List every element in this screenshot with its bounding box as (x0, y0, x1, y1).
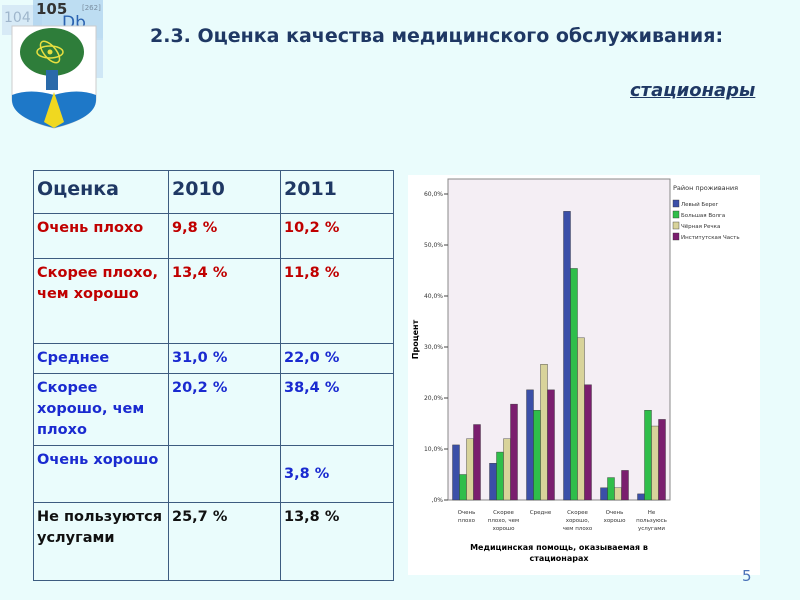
legend-swatch (672, 221, 680, 230)
cell-2010: 9,8 % (168, 213, 281, 259)
page-subtitle: стационары (630, 80, 756, 101)
row-label: Скорее плохо, чем хорошо (33, 258, 169, 344)
logo-text: [262] (82, 4, 101, 12)
x-tick-label: Средне (530, 510, 552, 516)
legend-label: Левый Берег (681, 201, 718, 208)
header-cell: Оценка (33, 170, 169, 214)
cell-2010: 25,7 % (168, 502, 281, 581)
bar-4-0 (600, 487, 608, 501)
cell-2011: 22,0 % (280, 343, 394, 374)
row-label: Среднее (33, 343, 169, 374)
cell-2011: 11,8 % (280, 258, 394, 344)
cell-2011: 10,2 % (280, 213, 394, 259)
x-tick-label: хорошо, (566, 518, 590, 524)
x-tick-label: хорошо (493, 526, 516, 532)
page-number: 5 (742, 567, 752, 585)
x-tick-label: пользуюсь (636, 518, 667, 524)
bar-5-1 (644, 410, 652, 501)
bar-1-2 (503, 438, 511, 501)
bar-5-2 (651, 425, 659, 501)
y-tick-label: 20,0% (424, 395, 443, 402)
bar-0-0 (452, 444, 460, 501)
bar-0-3 (473, 424, 481, 501)
bar-3-1 (570, 268, 578, 501)
cell-2011: 13,8 % (280, 502, 394, 581)
ratings-table: Оценка 2010 2011 Очень плохо 9,8 % 10,2 … (33, 170, 394, 581)
y-tick-label: 50,0% (424, 242, 443, 249)
logo: 104 105 Db [262] (0, 0, 110, 130)
x-tick-label: Очень (606, 510, 624, 516)
bar-3-2 (577, 337, 585, 501)
bar-0-1 (459, 474, 467, 501)
bar-1-0 (489, 463, 497, 501)
y-axis-label: Процент (411, 319, 420, 359)
x-axis-label-line: стационарах (529, 554, 589, 563)
bar-4-3 (621, 470, 629, 501)
row-label: Очень хорошо (33, 445, 169, 503)
y-tick-label: 30,0% (424, 344, 443, 351)
bar-5-0 (637, 493, 645, 501)
bar-2-3 (547, 389, 555, 501)
table-row: Очень плохо 9,8 % 10,2 % (33, 213, 394, 259)
legend-title: Район проживания (673, 184, 738, 192)
legend-label: Институтская Часть (681, 235, 740, 241)
legend-swatch (672, 232, 680, 241)
bar-3-0 (563, 211, 571, 501)
cell-2010: 13,4 % (168, 258, 281, 344)
legend-label: Большая Волга (681, 213, 725, 219)
legend-label: Чёрная Речка (681, 224, 720, 230)
table-row: Скорее плохо, чем хорошо 13,4 % 11,8 % (33, 258, 394, 344)
bar-4-1 (607, 477, 615, 501)
y-tick-label: 10,0% (424, 446, 443, 453)
cell-2011: 3,8 % (280, 445, 394, 503)
cell-2010 (168, 445, 281, 503)
chart-svg: ,0% 10,0% 20,0% 30,0% 40,0% 50,0% 60,0% Процент… (411, 178, 740, 563)
table-row: Среднее 31,0 % 22,0 % (33, 343, 394, 374)
bar-chart: ,0% 10,0% 20,0% 30,0% 40,0% 50,0% 60,0% Процент… (408, 175, 760, 575)
table-row: Скорее хорошо, чем плохо 20,2 % 38,4 % (33, 373, 394, 446)
y-tick-label: 40,0% (424, 293, 443, 300)
bar-1-3 (510, 403, 518, 501)
x-tick-label: плохо (458, 518, 476, 524)
table-header-row: Оценка 2010 2011 (33, 170, 394, 214)
header-cell: 2011 (280, 170, 394, 214)
logo-text: 105 (36, 0, 67, 18)
table-row: Не пользуются услугами 25,7 % 13,8 % (33, 502, 394, 581)
x-tick-label: Скорее (493, 510, 514, 516)
table-row: Очень хорошо 3,8 % (33, 445, 394, 503)
cell-2010: 20,2 % (168, 373, 281, 446)
bar-2-0 (526, 389, 534, 501)
y-tick-label: 60,0% (424, 191, 443, 198)
x-tick-label: Не (648, 510, 656, 516)
bar-2-2 (540, 364, 548, 501)
logo-text: 104 (4, 10, 31, 26)
x-tick-label: Очень (458, 510, 476, 516)
x-tick-label: плохо, чем (488, 518, 519, 524)
row-label: Очень плохо (33, 213, 169, 259)
plot-area (447, 178, 671, 501)
cell-2010: 31,0 % (168, 343, 281, 374)
x-tick-label: Скорее (567, 510, 588, 516)
cell-2011: 38,4 % (280, 373, 394, 446)
x-tick-label: услугами (638, 526, 665, 532)
x-tick-label: хорошо (604, 518, 627, 524)
header-cell: 2010 (168, 170, 281, 214)
page-title: 2.3. Оценка качества медицинского обслуж… (150, 25, 724, 47)
x-axis-label-line: Медицинская помощь, оказываемая в (470, 543, 648, 552)
bar-3-3 (584, 384, 592, 501)
x-tick-label: чем плохо (563, 526, 593, 532)
bar-1-1 (496, 451, 504, 501)
row-label: Скорее хорошо, чем плохо (33, 373, 169, 446)
bar-0-2 (466, 438, 474, 501)
bar-5-3 (658, 419, 666, 501)
y-tick-label: ,0% (432, 497, 444, 504)
legend-swatch (672, 199, 680, 208)
bar-4-2 (614, 487, 622, 501)
row-label: Не пользуются услугами (33, 502, 169, 581)
legend-swatch (672, 210, 680, 219)
bar-2-1 (533, 410, 541, 501)
